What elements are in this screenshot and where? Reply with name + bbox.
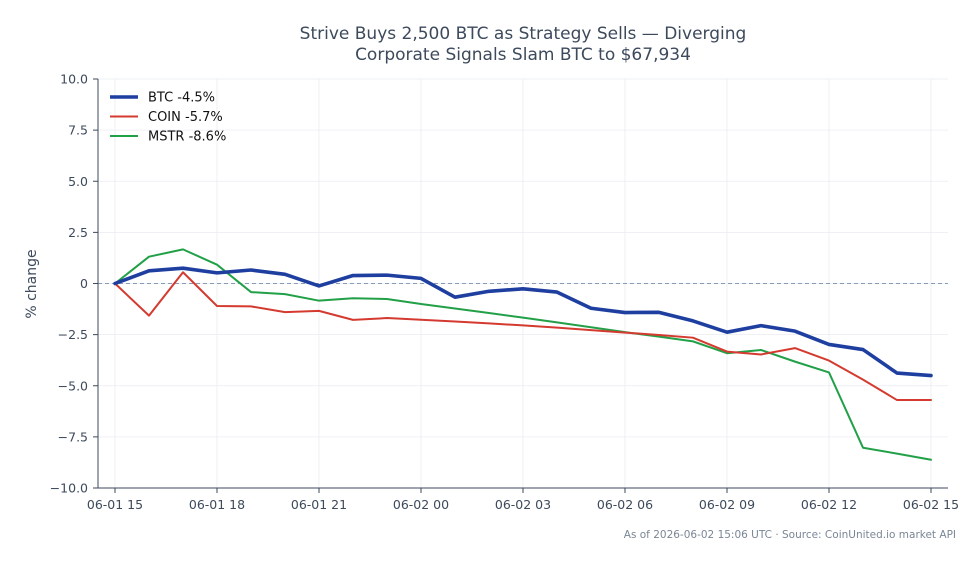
x-axis-ticks: 06-01 15 06-01 18 06-01 21 06-02 00 06-02 03…: [87, 488, 959, 512]
x-tick-label-2: 06-01 21: [291, 497, 347, 512]
x-tick-label-6: 06-02 09: [699, 497, 755, 512]
legend-item-2: MSTR -8.6%: [110, 130, 226, 145]
y-tick-label-8: −10.0: [50, 481, 88, 496]
legend-item-1: COIN -5.7%: [110, 110, 223, 125]
x-tick-label-4: 06-02 03: [495, 497, 551, 512]
x-tick-label-3: 06-02 00: [393, 497, 449, 512]
legend-label-0: BTC -4.5%: [148, 91, 215, 106]
y-tick-label-4: 0: [80, 276, 88, 291]
series-line-0: [113, 266, 933, 378]
y-tick-label-7: −7.5: [58, 429, 88, 444]
source-footnote: As of 2026-06-02 15:06 UTC · Source: Coi…: [624, 529, 956, 541]
series-layer: [113, 248, 933, 461]
y-tick-label-1: 7.5: [68, 123, 88, 138]
x-tick-label-7: 06-02 12: [801, 497, 857, 512]
y-axis-label: % change: [24, 249, 40, 318]
y-axis-ticks: 10.0 7.5 5.0 2.5 0 −2.5 −5.0 −7.5 −10.0: [50, 72, 98, 496]
x-tick-label-0: 06-01 15: [87, 497, 143, 512]
y-tick-label-2: 5.0: [68, 174, 88, 189]
series-line-1: [114, 271, 932, 402]
legend: BTC -4.5% COIN -5.7% MSTR -8.6%: [110, 91, 226, 145]
chart-title-line-2: Corporate Signals Slam BTC to $67,934: [355, 45, 691, 65]
x-tick-label-1: 06-01 18: [189, 497, 245, 512]
chart-title: Strive Buys 2,500 BTC as Strategy Sells …: [300, 24, 747, 65]
y-tick-label-6: −5.0: [58, 378, 88, 393]
x-tick-label-8: 06-02 15: [903, 497, 959, 512]
legend-label-1: COIN -5.7%: [148, 110, 223, 125]
series-line-2: [114, 248, 932, 461]
legend-label-2: MSTR -8.6%: [148, 130, 226, 145]
y-tick-label-5: −2.5: [58, 327, 88, 342]
legend-item-0: BTC -4.5%: [110, 91, 215, 106]
chart-title-line-1: Strive Buys 2,500 BTC as Strategy Sells …: [300, 24, 747, 44]
x-tick-label-5: 06-02 06: [597, 497, 653, 512]
y-tick-label-3: 2.5: [68, 225, 88, 240]
y-tick-label-0: 10.0: [60, 72, 88, 87]
